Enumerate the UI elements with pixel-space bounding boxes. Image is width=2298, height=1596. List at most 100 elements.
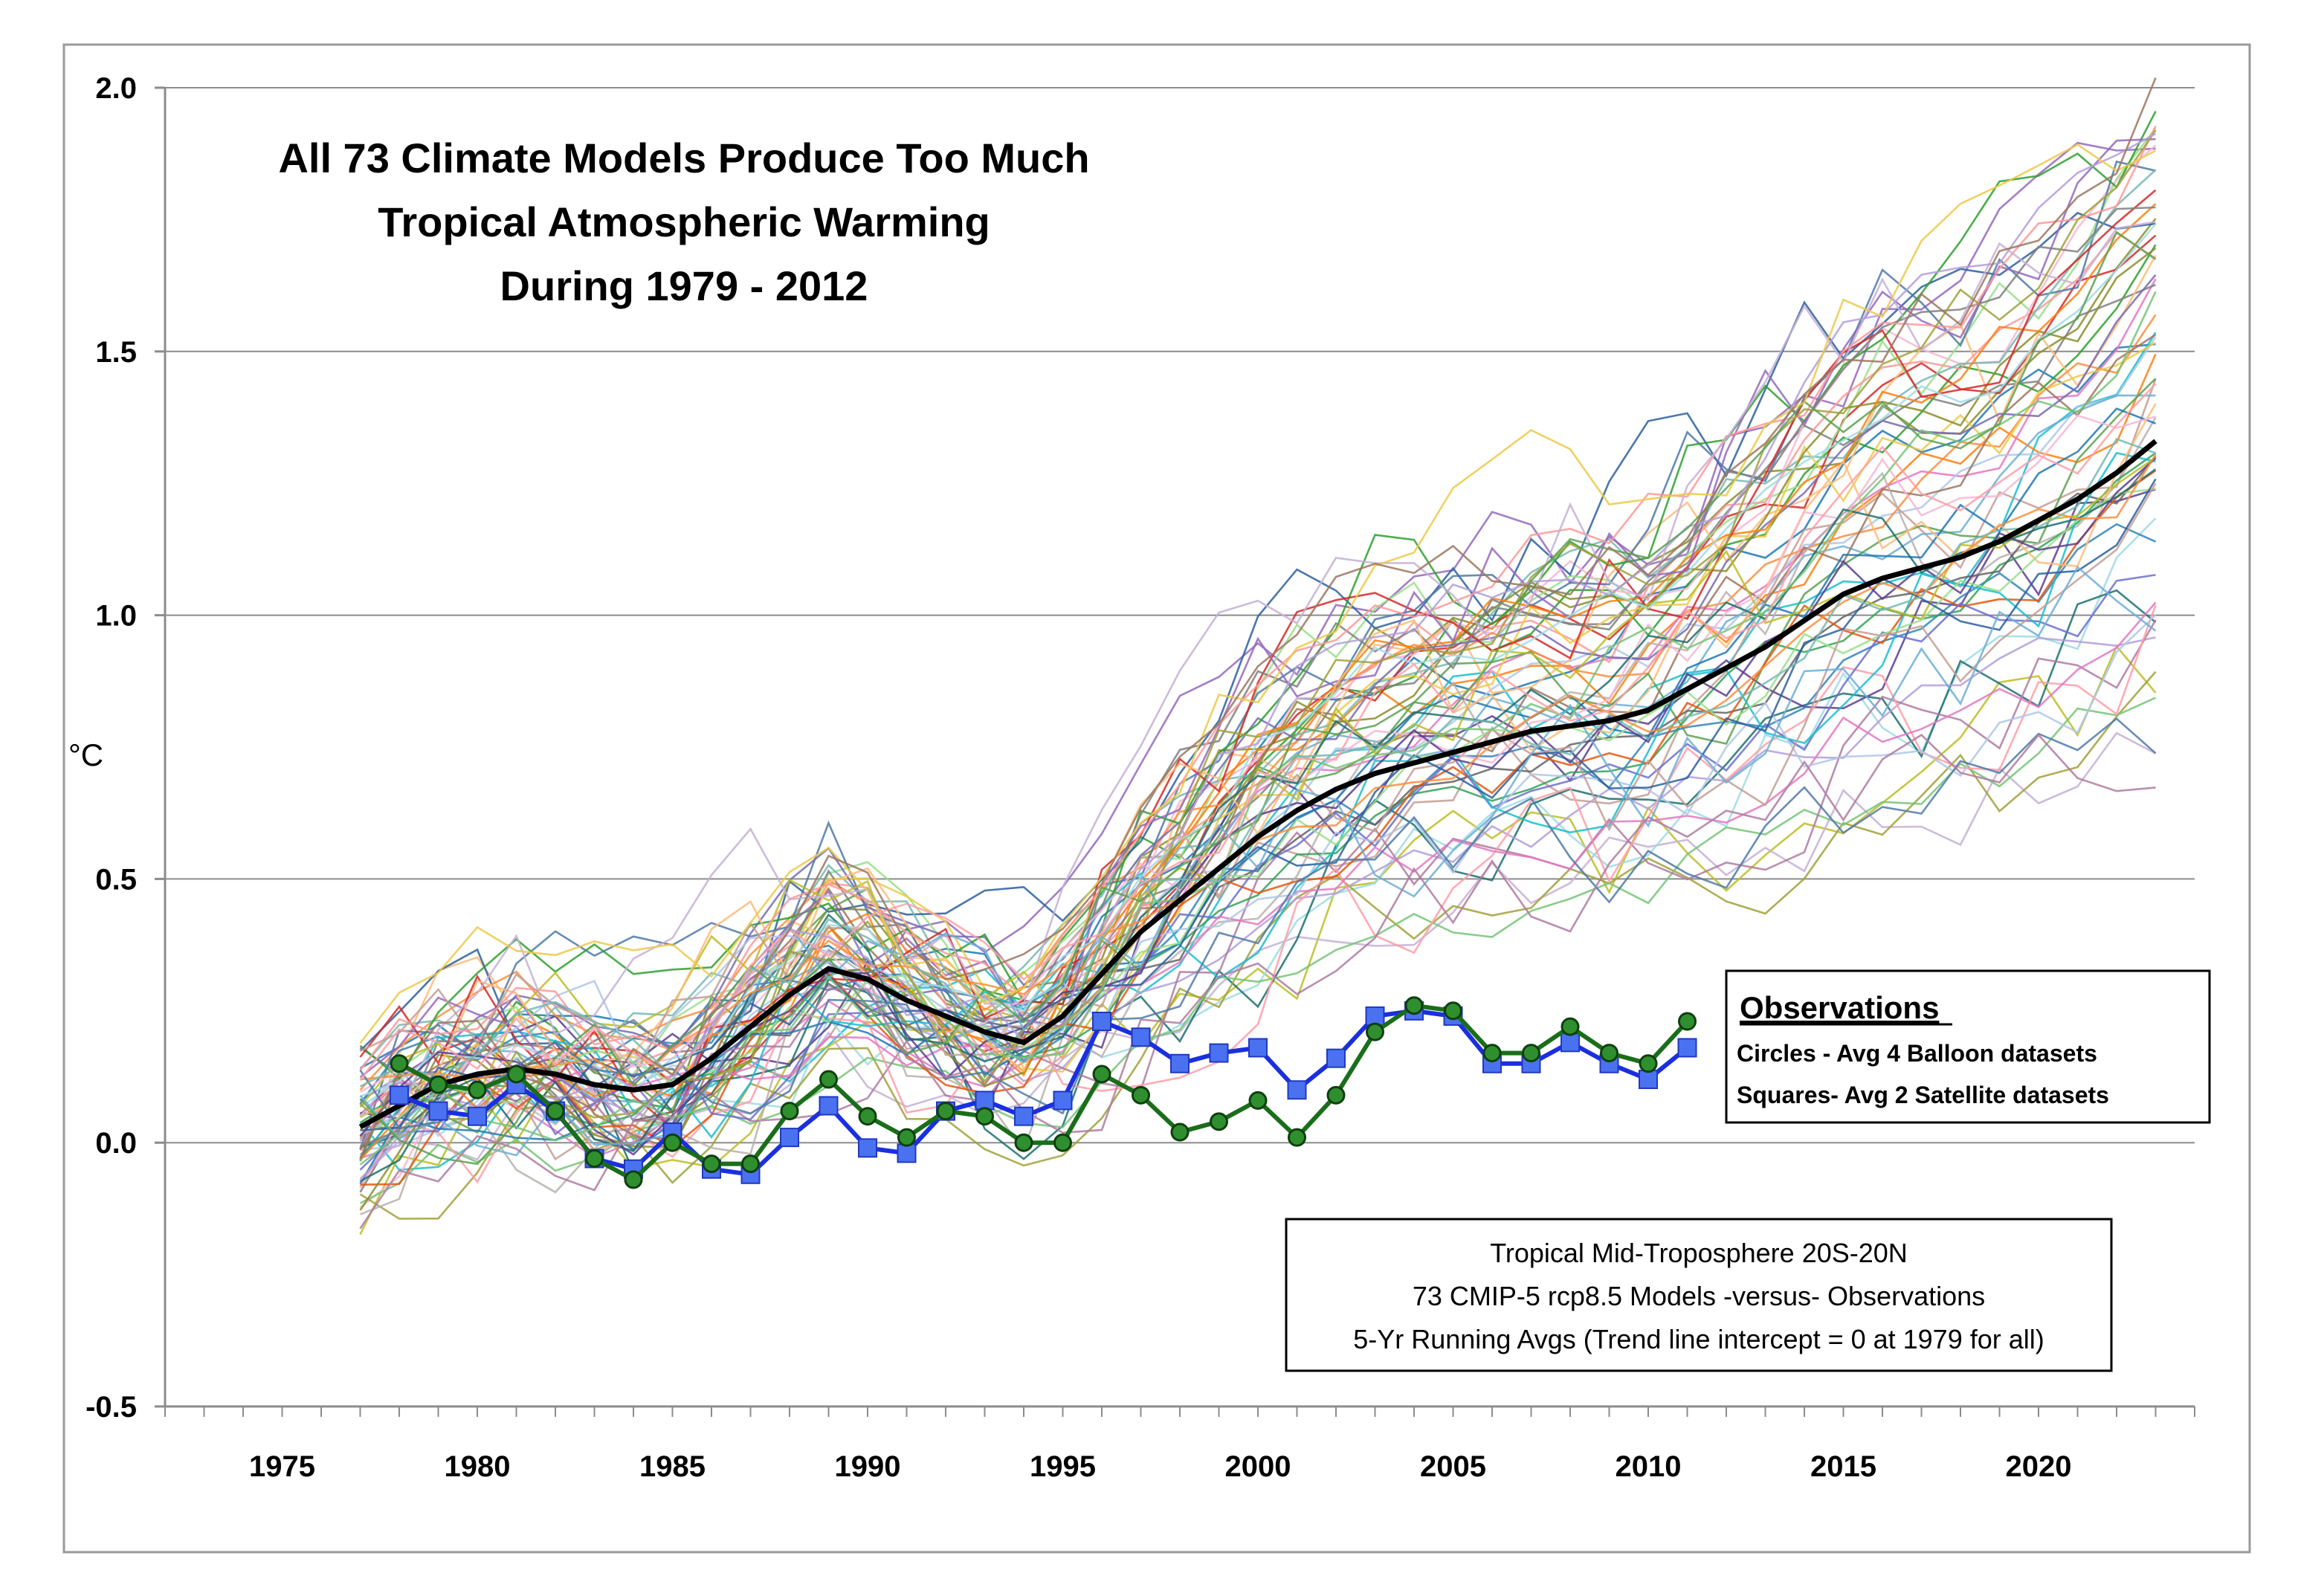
annotation-box <box>1285 1218 2113 1372</box>
model-run-line <box>359 230 2157 1166</box>
balloon-point <box>663 1133 682 1152</box>
balloon-line <box>398 1003 1689 1183</box>
satellite-point <box>1677 1038 1697 1058</box>
annotation-line-2: 73 CMIP-5 rcp8.5 Models -versus- Observa… <box>1413 1281 1985 1311</box>
satellite-point <box>1209 1043 1229 1063</box>
satellite-point <box>1560 1033 1580 1053</box>
y-tick-label: 0.5 <box>95 863 137 896</box>
model-mean <box>358 439 2157 1129</box>
y-tick-label: 2.0 <box>95 72 137 105</box>
model-run-line <box>360 223 2157 1098</box>
model-run-line <box>359 221 2156 1137</box>
model-run-line <box>359 127 2157 1163</box>
balloon-point <box>858 1107 877 1126</box>
x-tick-label: 2020 <box>2006 1450 2072 1483</box>
legend-item-satellite: Squares- Avg 2 Satellite datasets <box>1737 1082 2109 1108</box>
balloon-point <box>1482 1044 1502 1063</box>
annotation-line-1: Tropical Mid-Troposphere 20S-20N <box>1490 1238 1908 1268</box>
model-run-line <box>359 636 2156 1142</box>
model-run-line <box>359 291 2157 1166</box>
balloon-point <box>1210 1112 1228 1131</box>
y-tick-label: 1.0 <box>95 600 137 633</box>
model-run-line <box>360 206 2156 1147</box>
satellite-point <box>1639 1070 1658 1090</box>
balloon-point <box>1560 1017 1580 1036</box>
model-run-line <box>360 453 2157 1087</box>
balloon-point <box>1326 1085 1346 1105</box>
model-mean-line <box>358 439 2157 1129</box>
balloon-point <box>507 1064 526 1084</box>
satellite-point <box>1248 1038 1268 1058</box>
y-tick-label: 1.5 <box>95 336 137 369</box>
model-run-line <box>359 407 2156 1184</box>
balloon-point <box>741 1154 760 1174</box>
model-run-line <box>359 132 2157 1181</box>
satellite-point <box>1326 1048 1346 1068</box>
model-run-line <box>359 143 2157 1044</box>
model-run-line <box>359 733 2156 1230</box>
y-tick-label: 0.0 <box>95 1127 137 1160</box>
x-tick-label: 1975 <box>249 1450 315 1483</box>
model-run-line <box>359 141 2156 1140</box>
model-run-line <box>359 565 2157 1157</box>
model-run-line <box>359 601 2157 1117</box>
x-tick-label: 1990 <box>835 1450 901 1483</box>
balloon-point <box>1639 1054 1658 1073</box>
x-tick-label: 2000 <box>1225 1450 1291 1483</box>
annotation: Tropical Mid-Troposphere 20S-20N 73 CMIP… <box>1285 1218 2113 1372</box>
balloon-point <box>1444 1001 1462 1021</box>
balloon-point <box>624 1170 643 1189</box>
model-run-line <box>359 731 2157 1180</box>
satellite-point <box>1287 1080 1307 1100</box>
balloon-point <box>390 1054 409 1073</box>
balloon-point <box>585 1148 604 1168</box>
satellite-point <box>1092 1011 1111 1031</box>
balloon-point <box>819 1070 838 1089</box>
model-run-line <box>359 488 2156 1136</box>
balloon-point <box>546 1102 565 1121</box>
model-runs <box>359 77 2157 1235</box>
model-run-line <box>359 189 2157 1130</box>
y-tick-label: -0.5 <box>85 1391 137 1424</box>
annotation-line-3: 5-Yr Running Avgs (Trend line intercept … <box>1353 1324 2044 1354</box>
legend: Observations Circles - Avg 4 Balloon dat… <box>1725 969 2211 1124</box>
legend-item-balloon: Circles - Avg 4 Balloon datasets <box>1737 1040 2097 1067</box>
balloon-series <box>390 996 1697 1189</box>
x-tick-label: 1980 <box>445 1450 511 1483</box>
model-run-line <box>359 111 2157 1080</box>
balloon-point <box>1014 1133 1033 1152</box>
balloon-point <box>1522 1044 1540 1063</box>
observation-series <box>390 996 1697 1189</box>
model-run-line <box>359 614 2157 1117</box>
satellite-point <box>1170 1053 1190 1073</box>
y-axis-label: °C <box>68 737 103 772</box>
satellite-line <box>398 1008 1689 1177</box>
chart-title-line-3: During 1979 - 2012 <box>500 262 868 309</box>
x-tick-label: 2015 <box>1810 1450 1876 1483</box>
x-tick-label: 2010 <box>1616 1450 1682 1483</box>
balloon-point <box>1404 996 1424 1015</box>
model-run-line <box>359 456 2157 1108</box>
satellite-point <box>1131 1027 1151 1047</box>
satellite-point <box>897 1143 917 1163</box>
axes: 2.0 1.5 1.0 0.5 0.0 -0.5 1975 1980 1985 1990 1995 2… <box>85 72 2195 1483</box>
balloon-point <box>1248 1091 1268 1110</box>
balloon-point <box>1132 1085 1150 1105</box>
model-run-line <box>360 469 2157 1186</box>
balloon-point <box>1600 1044 1618 1063</box>
model-run-line <box>359 468 2157 1183</box>
model-run-line <box>359 717 2157 1130</box>
chart-title-line-2: Tropical Atmospheric Warming <box>378 198 990 245</box>
legend-title: Observations <box>1740 990 1939 1025</box>
balloon-point <box>468 1080 487 1099</box>
model-run-line <box>359 451 2156 1161</box>
satellite-point <box>1014 1106 1033 1126</box>
model-run-line <box>359 77 2157 1159</box>
satellite-point <box>390 1085 409 1105</box>
satellite-point <box>468 1106 487 1126</box>
model-run-line <box>359 604 2157 1189</box>
balloon-point <box>780 1102 799 1121</box>
balloon-point <box>1092 1064 1111 1084</box>
satellite-point <box>780 1128 799 1148</box>
